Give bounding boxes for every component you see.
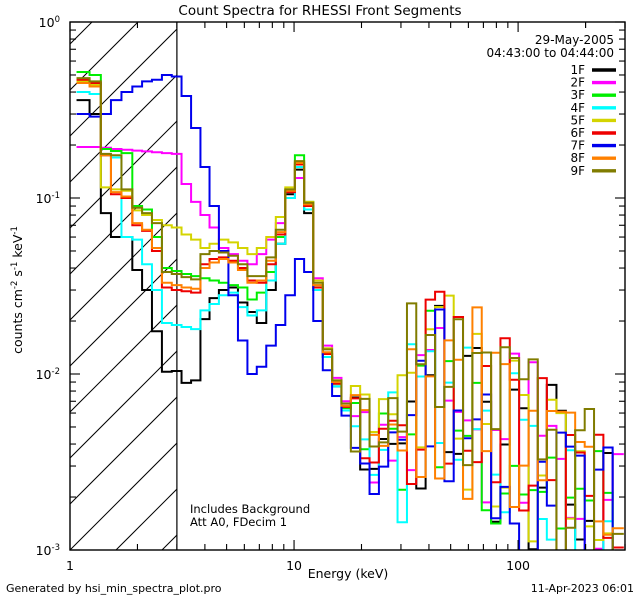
legend-item-2f: 2F [570, 76, 616, 90]
legend-item-8f: 8F [570, 151, 616, 165]
spectra-curves [76, 70, 624, 550]
spectrum-5f [76, 80, 614, 550]
legend-label: 8F [570, 151, 585, 165]
svg-text:10-3: 10-3 [36, 543, 60, 558]
y-axis-label-p3: keV [10, 234, 25, 261]
svg-text:counts cm-2 s-1 keV-1: counts cm-2 s-1 keV-1 [10, 226, 25, 354]
legend-label: 6F [570, 126, 585, 140]
spectrum-6f [76, 78, 624, 550]
x-tick-label: 100 [506, 558, 530, 573]
legend-label: 5F [570, 113, 585, 127]
svg-text:100: 100 [506, 558, 530, 573]
legend-label: 3F [570, 88, 585, 102]
svg-text:100: 100 [39, 15, 60, 30]
y-axis-label-e3: -1 [10, 226, 20, 234]
generated-timestamp: 11-Apr-2023 06:01 [531, 582, 634, 595]
observation-time-range: 04:43:00 to 04:44:00 [487, 46, 614, 60]
generated-by-footer: Generated by hsi_min_spectra_plot.pro [6, 582, 222, 595]
legend-item-3f: 3F [570, 88, 616, 102]
legend-label: 2F [570, 76, 585, 90]
y-tick-label: 10-2 [36, 367, 60, 382]
legend-item-9f: 9F [570, 164, 616, 178]
y-axis-label-p2: s [10, 270, 25, 281]
y-axis-label: counts cm-2 s-1 keV-1 [10, 226, 25, 354]
y-axis-label-e1: -2 [10, 281, 20, 289]
spectrum-4f [76, 91, 614, 550]
x-tick-label: 10 [286, 558, 302, 573]
svg-text:10-1: 10-1 [36, 191, 60, 206]
spectrum-3f [76, 70, 614, 550]
legend-label: 9F [570, 164, 585, 178]
y-tick-label: 100 [39, 15, 60, 30]
page-title: Count Spectra for RHESSI Front Segments [178, 3, 461, 19]
plot-frame [69, 21, 626, 551]
attenuator-note: Att A0, FDecim 1 [190, 515, 287, 529]
x-axis-label: Energy (keV) [308, 566, 389, 581]
legend-label: 1F [570, 63, 585, 77]
legend-item-4f: 4F [570, 101, 616, 115]
x-axis-ticks: 1 10 100 [66, 22, 626, 573]
x-tick-label: 1 [66, 558, 74, 573]
svg-text:1: 1 [66, 558, 74, 573]
y-axis-ticks: 100 10-1 10-2 10-3 [36, 15, 625, 558]
spectrum-8f [76, 82, 624, 536]
y-axis-label-p1: counts cm [10, 289, 25, 354]
legend-item-6f: 6F [570, 126, 616, 140]
svg-text:10-2: 10-2 [36, 367, 60, 382]
y-axis-label-e2: -1 [10, 262, 20, 270]
legend-label: 4F [570, 101, 585, 115]
legend-item-5f: 5F [570, 113, 616, 127]
y-tick-label: 10-1 [36, 191, 60, 206]
legend-item-1f: 1F [570, 63, 616, 77]
y-tick-label: 10-3 [36, 543, 60, 558]
includes-background-note: Includes Background [190, 502, 310, 516]
spectrum-9f [76, 77, 624, 550]
legend-label: 7F [570, 139, 585, 153]
svg-text:10: 10 [286, 558, 302, 573]
legend-item-7f: 7F [570, 139, 616, 153]
observation-date: 29-May-2005 [535, 33, 614, 47]
spectrum-7f [76, 73, 614, 550]
